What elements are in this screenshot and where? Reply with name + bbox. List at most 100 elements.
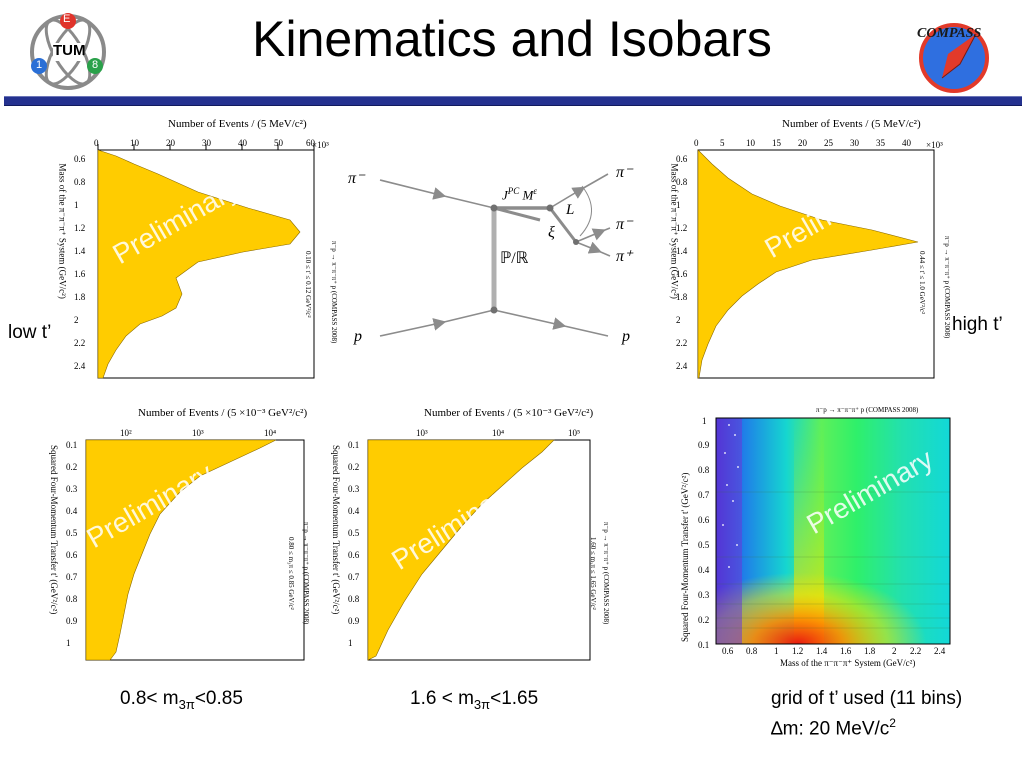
mass-low-cut-label: 0.10 ≤ t' ≤ 0.12 GeV²/c² xyxy=(304,251,312,318)
tick: 1.2 xyxy=(792,646,804,656)
diagram-recoil: p xyxy=(622,328,630,345)
heatmap-canvas xyxy=(715,417,951,645)
tick: 0.6 xyxy=(698,515,710,525)
tick: 1 xyxy=(702,416,707,426)
tick: 0.2 xyxy=(66,462,78,472)
low-t-label: low t’ xyxy=(8,322,52,343)
resonance-pc: PC xyxy=(507,186,520,196)
tick: 2 xyxy=(74,315,79,325)
mass-vs-t-heatmap: π⁻p → π⁻π⁻π⁺ p (COMPASS 2008) xyxy=(676,404,966,676)
diagram-out1: π⁻ xyxy=(616,164,633,181)
diagram-isobar: ξ xyxy=(548,224,555,241)
tick: 0.5 xyxy=(66,528,78,538)
t-a-histogram xyxy=(85,439,305,661)
tick: 10³ xyxy=(416,428,428,438)
tick: 2.2 xyxy=(74,338,86,348)
tick: 0.8 xyxy=(746,646,758,656)
tick: 1 xyxy=(774,646,779,656)
tick: 0.8 xyxy=(74,177,86,187)
mass-low-exponent: ×10³ xyxy=(312,140,329,150)
caption-low-mass-sub: 3π xyxy=(178,696,195,712)
tick: 0.5 xyxy=(698,540,710,550)
high-t-label: high t’ xyxy=(952,314,1003,335)
tick: 0.8 xyxy=(66,594,78,604)
tick: 0.4 xyxy=(66,506,78,516)
tick: 2.4 xyxy=(934,646,946,656)
tick: 10 xyxy=(746,138,755,148)
tick: 0.1 xyxy=(348,440,360,450)
title-rule xyxy=(4,96,1022,106)
mass-low-reaction-label: π⁻p → π⁻π⁻π⁺ p (COMPASS 2008) xyxy=(330,241,338,344)
caption-low-mass-pre: 0.8< m xyxy=(120,688,179,709)
tick: 5 xyxy=(720,138,725,148)
tick: 1 xyxy=(74,200,79,210)
caption-high-mass-pre: 1.6 < m xyxy=(410,688,474,709)
tick: 30 xyxy=(850,138,859,148)
t-a-side-label: Squared Four-Momentum Transfer t' (GeV²/… xyxy=(49,445,59,615)
mass-high-reaction-label: π⁻p → π⁻π⁻π⁺ p (COMPASS 2008) xyxy=(943,236,951,339)
tick: 15 xyxy=(772,138,781,148)
heatmap-title: π⁻p → π⁻π⁻π⁺ p (COMPASS 2008) xyxy=(816,406,919,414)
tick: 0 xyxy=(94,138,99,148)
mass-spectrum-high-t: Number of Events / (5 MeV/c²) ×10³ 0 5 1… xyxy=(670,112,951,382)
caption-mass-bin: ∆m: 20 MeV/c2 xyxy=(771,716,896,740)
tick: 1 xyxy=(676,200,681,210)
tick: 1.2 xyxy=(74,223,86,233)
tick: 1.6 xyxy=(676,269,688,279)
tick: 0.6 xyxy=(722,646,734,656)
tick: 1.4 xyxy=(816,646,828,656)
tick: 20 xyxy=(166,138,175,148)
tick: 0.3 xyxy=(66,484,78,494)
resonance-j: J xyxy=(502,187,508,203)
tick: 0.2 xyxy=(698,615,710,625)
feynman-diagram: π⁻ p p π⁻ π⁻ π⁺ JPC Mε ℙ/ℝ L ξ xyxy=(340,150,650,360)
tick: 0.5 xyxy=(348,528,360,538)
compass-logo-text: COMPASS xyxy=(917,26,982,41)
tick: 0 xyxy=(694,138,699,148)
tick: 0.8 xyxy=(698,465,710,475)
resonance-m: M xyxy=(522,187,534,203)
caption-grid: grid of t’ used (11 bins) xyxy=(771,688,963,709)
diagram-lines xyxy=(379,173,611,337)
tick: 0.1 xyxy=(66,440,78,450)
tick: 0.7 xyxy=(348,572,360,582)
heatmap-xlabel: Mass of the π⁻π⁻π⁺ System (GeV/c²) xyxy=(780,658,916,668)
caption-mass-bin-text: ∆m: 20 MeV/c xyxy=(771,718,890,740)
tick: 0.4 xyxy=(698,565,710,575)
diagram-resonance: JPC Mε xyxy=(502,186,537,203)
tick: 25 xyxy=(824,138,833,148)
diagram-out2: π⁻ xyxy=(616,216,633,233)
t-a-reaction-label: π⁻p → π⁻π⁻π⁺ p (COMPASS 2008) xyxy=(302,522,310,625)
tick: 2.2 xyxy=(676,338,688,348)
caption-high-mass: 1.6 < m3π<1.65 xyxy=(410,688,538,712)
tick: 1.2 xyxy=(676,223,688,233)
tick: 1.6 xyxy=(840,646,852,656)
t-b-reaction-label: π⁻p → π⁻π⁻π⁺ p (COMPASS 2008) xyxy=(602,522,610,625)
mass-low-side-ticks: 0.6 0.8 1 1.2 1.4 1.6 1.8 2 2.2 2.4 xyxy=(74,150,96,378)
tick: 0.9 xyxy=(698,440,710,450)
tick: 0.7 xyxy=(66,572,78,582)
diagram-beam: π⁻ xyxy=(348,170,365,187)
tick: 0.8 xyxy=(676,177,688,187)
tick: 60 xyxy=(306,138,315,148)
tick: 2.2 xyxy=(910,646,922,656)
tick: 1 xyxy=(348,638,353,648)
tick: 0.2 xyxy=(348,462,360,472)
tick: 10 xyxy=(130,138,139,148)
tick: 0.6 xyxy=(74,154,86,164)
t-a-top-label: Number of Events / (5 ×10⁻³ GeV²/c²) xyxy=(138,407,308,419)
tick: 35 xyxy=(876,138,885,148)
tick: 1.6 xyxy=(74,269,86,279)
tum-logo: TUM E 1 8 xyxy=(26,10,110,94)
tick: 0.6 xyxy=(348,550,360,560)
tick: 40 xyxy=(902,138,911,148)
caption-mass-bin-sup: 2 xyxy=(889,716,896,730)
tick: 2.4 xyxy=(676,361,688,371)
tick: 1 xyxy=(66,638,71,648)
t-b-histogram xyxy=(367,439,591,661)
tick: 0.1 xyxy=(698,640,710,650)
tick: 1.8 xyxy=(864,646,876,656)
t-distribution-low-mass: Number of Events / (5 ×10⁻³ GeV²/c²) 10²… xyxy=(49,402,312,664)
mass-low-side-label: Mass of the π⁻π⁻π⁺ System (GeV/c²) xyxy=(57,163,68,299)
tick: 0.4 xyxy=(348,506,360,516)
